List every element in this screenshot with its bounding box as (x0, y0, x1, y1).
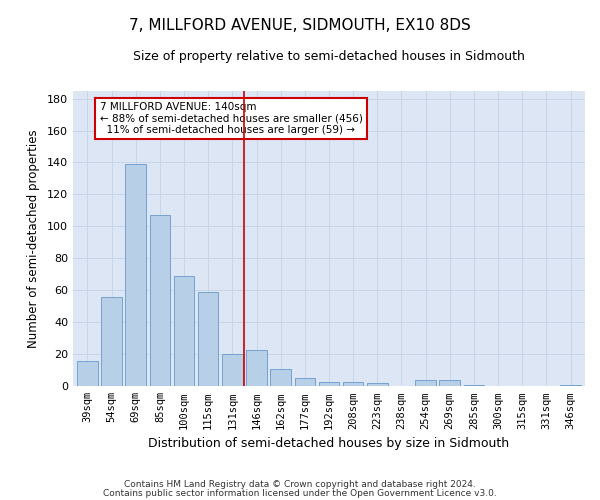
Bar (415, 380, 436, 386)
Bar (149, 216, 170, 386)
Bar (319, 382, 339, 386)
Bar (174, 276, 194, 386)
Bar (343, 382, 364, 386)
Bar (271, 368, 291, 386)
Bar (560, 384, 581, 386)
Text: 7 MILLFORD AVENUE: 140sqm
← 88% of semi-detached houses are smaller (456)
  11% : 7 MILLFORD AVENUE: 140sqm ← 88% of semi-… (100, 102, 362, 135)
Bar (198, 292, 218, 386)
Bar (246, 350, 267, 387)
Bar (77, 360, 98, 386)
Text: Contains HM Land Registry data © Crown copyright and database right 2024.: Contains HM Land Registry data © Crown c… (124, 480, 476, 489)
Bar (295, 378, 315, 386)
Bar (101, 297, 122, 386)
Bar (439, 380, 460, 386)
Bar (367, 383, 388, 386)
Text: Contains public sector information licensed under the Open Government Licence v3: Contains public sector information licen… (103, 489, 497, 498)
Title: Size of property relative to semi-detached houses in Sidmouth: Size of property relative to semi-detach… (133, 50, 525, 63)
Y-axis label: Number of semi-detached properties: Number of semi-detached properties (27, 129, 40, 348)
Bar (464, 384, 484, 386)
Text: 7, MILLFORD AVENUE, SIDMOUTH, EX10 8DS: 7, MILLFORD AVENUE, SIDMOUTH, EX10 8DS (129, 18, 471, 32)
Bar (125, 164, 146, 386)
Bar (222, 354, 242, 386)
X-axis label: Distribution of semi-detached houses by size in Sidmouth: Distribution of semi-detached houses by … (148, 437, 509, 450)
